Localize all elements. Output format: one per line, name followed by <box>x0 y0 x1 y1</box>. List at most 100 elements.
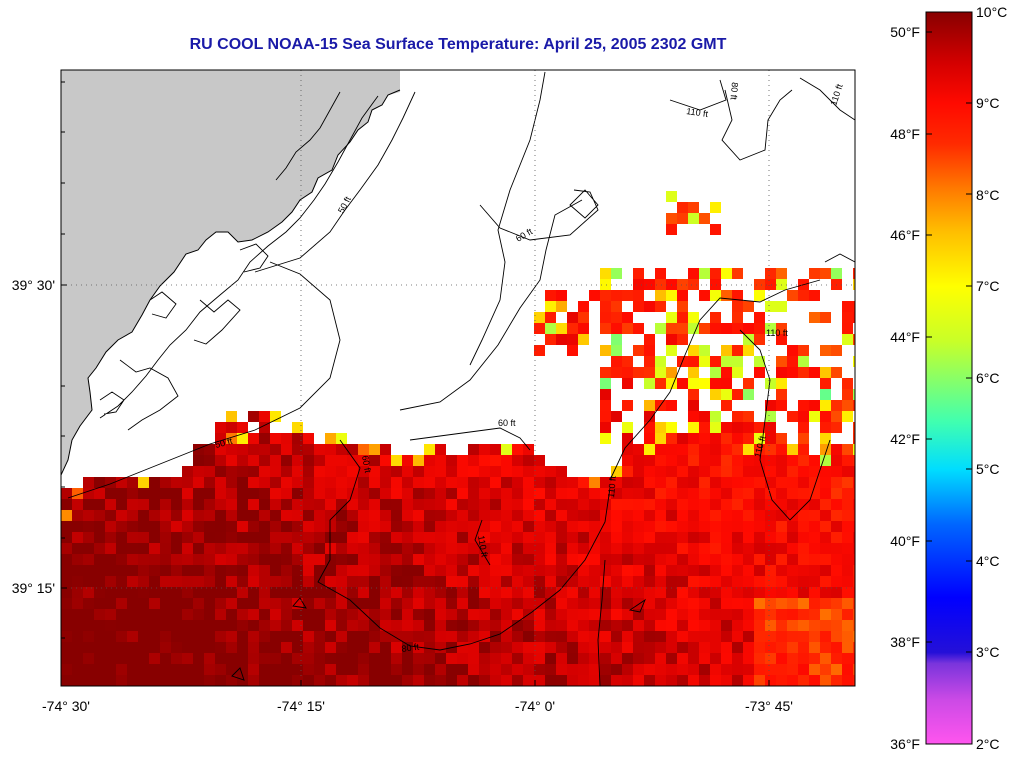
sst-cell <box>743 598 754 609</box>
sst-cell <box>314 587 325 598</box>
sst-cell <box>116 576 127 587</box>
sst-cell <box>380 565 391 576</box>
sst-cell <box>743 664 754 675</box>
sst-cell <box>831 466 842 477</box>
sst-cell <box>633 609 644 620</box>
sst-cell <box>699 653 710 664</box>
sst-cell <box>468 576 479 587</box>
sst-cell <box>127 664 138 675</box>
sst-cell <box>710 312 721 323</box>
sst-cell <box>149 488 160 499</box>
sst-cell <box>446 532 457 543</box>
sst-cell <box>853 499 855 510</box>
depth-contours <box>67 71 855 686</box>
sst-cell <box>149 631 160 642</box>
sst-cell <box>457 664 468 675</box>
sst-cell <box>831 675 842 686</box>
sst-cell <box>292 455 303 466</box>
sst-cell <box>490 477 501 488</box>
sst-cell <box>666 334 677 345</box>
sst-cell <box>820 411 831 422</box>
sst-cell <box>622 609 633 620</box>
sst-cell <box>523 532 534 543</box>
sst-cell <box>787 466 798 477</box>
sst-cell <box>402 631 413 642</box>
sst-cell <box>611 642 622 653</box>
sst-cell <box>512 664 523 675</box>
sst-cell <box>182 642 193 653</box>
sst-cell <box>776 334 787 345</box>
sst-cell <box>215 554 226 565</box>
sst-cell <box>600 367 611 378</box>
sst-cell <box>556 521 567 532</box>
sst-cell <box>655 290 666 301</box>
sst-cell <box>567 598 578 609</box>
sst-cell <box>413 631 424 642</box>
sst-cell <box>820 631 831 642</box>
sst-cell <box>501 609 512 620</box>
sst-cell <box>677 279 688 290</box>
sst-cell <box>710 631 721 642</box>
sst-cell <box>369 609 380 620</box>
sst-cell <box>94 642 105 653</box>
sst-cell <box>688 268 699 279</box>
sst-cell <box>94 664 105 675</box>
sst-cell <box>248 532 259 543</box>
sst-cell <box>600 499 611 510</box>
contour-label-60ft: 60 ft <box>498 418 516 428</box>
sst-cell <box>413 510 424 521</box>
sst-cell <box>644 279 655 290</box>
sst-cell <box>743 631 754 642</box>
sst-cell <box>391 510 402 521</box>
sst-cell <box>633 631 644 642</box>
sst-cell <box>688 422 699 433</box>
sst-cell <box>688 444 699 455</box>
sst-cell <box>644 609 655 620</box>
sst-cell <box>545 565 556 576</box>
sst-cell <box>127 554 138 565</box>
sst-cell <box>743 389 754 400</box>
sst-cell <box>512 466 523 477</box>
sst-cell <box>325 477 336 488</box>
sst-cell <box>72 576 83 587</box>
sst-cell <box>391 477 402 488</box>
sst-cell <box>457 653 468 664</box>
sst-cell <box>787 411 798 422</box>
sst-cell <box>358 510 369 521</box>
sst-cell <box>138 620 149 631</box>
sst-cell <box>237 576 248 587</box>
sst-cell <box>237 554 248 565</box>
sst-cell <box>710 499 721 510</box>
sst-cell <box>391 554 402 565</box>
sst-cell <box>534 499 545 510</box>
sst-cell <box>138 631 149 642</box>
sst-cell <box>138 499 149 510</box>
sst-cell <box>292 422 303 433</box>
sst-cell <box>556 334 567 345</box>
sst-cell <box>116 488 127 499</box>
sst-cell <box>347 620 358 631</box>
sst-cell <box>501 565 512 576</box>
sst-cell <box>589 609 600 620</box>
sst-cell <box>94 653 105 664</box>
sst-cell <box>347 653 358 664</box>
sst-cell <box>842 488 853 499</box>
sst-cell <box>567 334 578 345</box>
sst-cell <box>534 510 545 521</box>
sst-cell <box>446 565 457 576</box>
sst-cell <box>237 642 248 653</box>
sst-cell <box>292 444 303 455</box>
sst-cell <box>644 631 655 642</box>
sst-cell <box>127 477 138 488</box>
sst-cell <box>391 653 402 664</box>
sst-cell <box>226 609 237 620</box>
sst-cell <box>270 664 281 675</box>
sst-cell <box>369 455 380 466</box>
sst-cell <box>182 510 193 521</box>
sst-cell <box>435 587 446 598</box>
sst-cell <box>61 565 72 576</box>
sst-cell <box>688 433 699 444</box>
sst-cell <box>325 565 336 576</box>
sst-cell <box>589 642 600 653</box>
sst-cell <box>534 455 545 466</box>
